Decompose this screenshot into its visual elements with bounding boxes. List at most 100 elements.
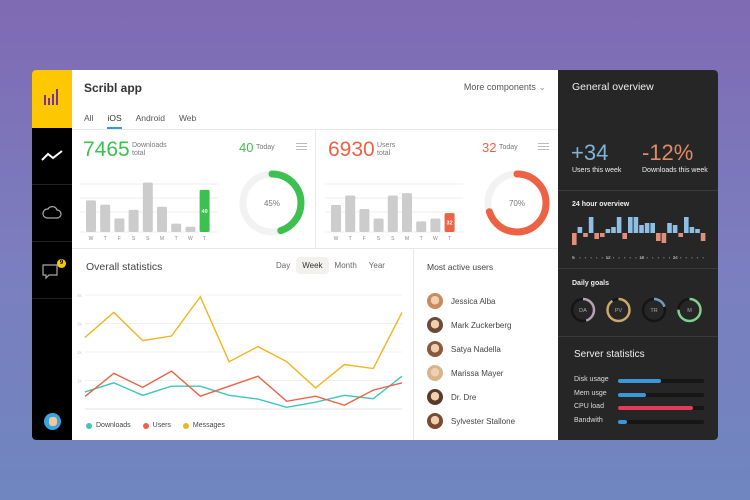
users-this-week-label: Users this week: [572, 167, 622, 174]
series-line-users: [84, 370, 403, 407]
sidebar-item-cloud[interactable]: [32, 185, 72, 242]
day-label: T: [448, 236, 451, 242]
hour-tick: [702, 257, 704, 259]
day-label: T: [349, 236, 352, 242]
server-stat-fill: [618, 392, 647, 397]
hour-tick-label: 18: [639, 255, 645, 260]
day-label: S: [377, 236, 381, 242]
sidebar-item-analytics[interactable]: [32, 128, 72, 185]
bar: [402, 193, 412, 232]
hour-bar: [644, 223, 650, 233]
hour-tick: [585, 257, 586, 259]
hour-bar: [672, 225, 678, 233]
hour-bar: [611, 227, 616, 233]
cloud-icon: [42, 206, 62, 219]
bar: [373, 218, 384, 232]
hour-bar: [650, 223, 655, 233]
y-tick-label: 3k: [77, 322, 83, 327]
tab-ios[interactable]: iOS: [107, 113, 122, 129]
active-user-item[interactable]: Satya Nadella: [427, 341, 501, 357]
overall-title: Overall statistics: [86, 261, 163, 273]
more-components-dropdown[interactable]: More components ⌄: [464, 82, 546, 93]
day-label: W: [188, 236, 193, 242]
hour-tick: [663, 257, 665, 259]
active-users-title: Most active users: [427, 262, 494, 272]
goal-ring-progress: [570, 297, 596, 323]
hour-tick: [629, 257, 631, 259]
hour-bar: [605, 229, 611, 233]
downloads-menu-icon[interactable]: [296, 143, 307, 150]
hour-tick: [613, 257, 614, 259]
server-stat-fill: [618, 406, 693, 410]
hour-tick: [657, 257, 659, 259]
server-stat-label: CPU load: [574, 403, 604, 410]
hour-bar: [572, 233, 577, 245]
sidebar-item-messages[interactable]: 9: [32, 242, 72, 299]
period-week[interactable]: Week: [296, 257, 329, 274]
main-panel: Scribl app More components ⌄ All iOS And…: [72, 70, 558, 440]
hour-tick: [685, 257, 687, 259]
server-stats-title: Server statistics: [574, 349, 645, 360]
logo-bar-chart-icon[interactable]: [32, 70, 72, 128]
legend-messages: Messages: [182, 422, 225, 429]
downloads-donut: 45%: [239, 170, 305, 236]
general-overview-panel: General overview +34 Users this week -12…: [558, 70, 718, 440]
downloads-today-label: Today: [256, 144, 275, 151]
bar: [157, 206, 167, 232]
active-user-item[interactable]: Sylvester Stallone: [427, 413, 515, 429]
tab-all[interactable]: All: [84, 113, 94, 123]
users-total-label: Users total: [377, 142, 396, 157]
hour-bar: [577, 227, 583, 233]
sidebar: 9: [32, 70, 72, 440]
user-name: Sylvester Stallone: [451, 416, 516, 426]
server-stats-section: Server statistics Disk usage Mem usge CPU …: [558, 336, 718, 440]
y-tick-label: 2k: [77, 350, 83, 355]
overall-line-chart: 1k 2k 3k 4k: [77, 293, 403, 410]
period-month[interactable]: Month: [334, 261, 357, 270]
tab-web[interactable]: Web: [178, 113, 197, 123]
chevron-down-icon: ⌄: [538, 82, 546, 92]
dashboard-card: 9 Scribl app More components ⌄ All iOS A…: [32, 70, 718, 440]
active-user-item[interactable]: Mark Zuckerberg: [427, 317, 511, 333]
goal-ring-progress: [677, 297, 702, 323]
day-label: S: [132, 236, 136, 242]
general-overview-title: General overview: [572, 81, 654, 93]
bar: [86, 200, 96, 232]
period-year[interactable]: Year: [368, 261, 385, 270]
downloads-this-week-label: Downloads this week: [642, 167, 708, 174]
hour-tick: [674, 257, 676, 259]
hour24-section: 24 hour overview 6 12 18 24: [558, 190, 718, 268]
platform-tabs: All iOS Android Web: [84, 113, 210, 129]
users-menu-icon[interactable]: [538, 143, 549, 150]
bar: [128, 209, 139, 232]
bar: [100, 204, 111, 232]
donut-progress: [484, 170, 550, 236]
active-user-item[interactable]: Marissa Mayer: [427, 365, 503, 381]
hour-tick: [691, 257, 693, 259]
hour-tick-label: 6: [572, 255, 575, 260]
hour-tick: [624, 257, 626, 259]
day-label: T: [104, 236, 107, 242]
day-label: S: [391, 236, 395, 242]
goal-label: TR: [650, 308, 657, 314]
hour-bar: [594, 233, 599, 239]
user-avatar[interactable]: [44, 413, 61, 430]
day-label: T: [420, 236, 423, 242]
bar: [171, 223, 182, 232]
user-avatar: [427, 413, 443, 429]
hour-bar: [616, 217, 622, 233]
period-day[interactable]: Day: [276, 261, 291, 270]
tab-android[interactable]: Android: [135, 113, 165, 123]
hour-tick-label: 24: [673, 255, 679, 260]
day-label: W: [433, 236, 438, 242]
downloads-bar-chart: W T F S S M T W T 40: [80, 182, 218, 242]
user-name: Marissa Mayer: [451, 368, 504, 378]
goal-label: PV: [615, 308, 623, 314]
active-user-item[interactable]: Jessica Alba: [427, 293, 495, 309]
bar-value-label: 32: [447, 221, 453, 227]
chart-legend: Downloads Users Messages: [86, 422, 225, 429]
active-user-item[interactable]: Dr. Dre: [427, 389, 476, 405]
daily-goals-title: Daily goals: [572, 280, 609, 287]
user-avatar: [427, 341, 443, 357]
server-stat-label: Disk usage: [574, 376, 609, 383]
